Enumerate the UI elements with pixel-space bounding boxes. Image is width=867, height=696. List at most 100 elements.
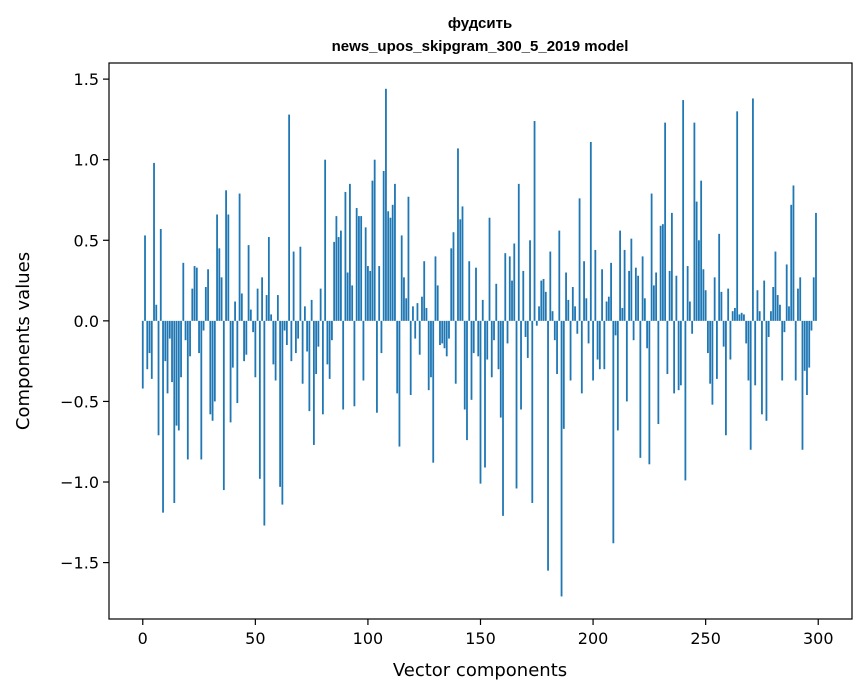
bar-157 [495,283,498,321]
bar-289 [792,185,795,321]
bar-204 [601,269,603,321]
bar-78 [317,320,320,347]
bar-136 [448,320,450,339]
bar-86 [335,216,338,321]
bar-26 [200,320,203,460]
bar-258 [722,320,725,347]
bar-12 [168,320,171,339]
bar-89 [342,320,345,410]
bar-34 [218,248,221,321]
bar-77 [315,320,318,375]
bar-95 [355,208,358,321]
bar-272 [754,320,757,386]
bar-140 [457,148,459,321]
bar-32 [213,320,216,402]
bar-145 [468,261,471,321]
bar-297 [810,320,813,331]
bar-292 [799,277,802,321]
bar-246 [695,201,698,321]
bar-251 [707,320,709,354]
y-tick-label: 0.5 [74,231,99,250]
bar-257 [720,291,723,321]
bar-19 [184,320,187,341]
y-tick-label: −0.5 [60,392,99,411]
bar-3 [148,320,151,354]
bar-6 [155,304,158,321]
bar-94 [353,320,356,407]
bar-36 [222,320,225,491]
bar-101 [369,270,372,321]
bar-278 [767,320,770,337]
bar-41 [234,301,236,321]
bar-232 [664,122,667,321]
bar-88 [340,230,342,321]
bar-164 [511,280,513,321]
bar-92 [349,183,351,321]
bar-20 [186,320,189,460]
bar-75 [310,299,313,321]
bar-70 [299,246,302,321]
bar-296 [808,320,811,368]
bar-9 [162,320,164,513]
bar-62 [281,320,284,505]
bar-84 [331,320,333,341]
bar-179 [544,291,547,321]
bar-160 [502,320,504,516]
bar-121 [414,320,417,339]
bar-76 [312,320,315,445]
bar-5 [153,162,155,321]
bar-206 [605,301,608,321]
bar-18 [182,262,185,321]
bar-29 [207,269,209,321]
bar-256 [718,233,721,321]
bar-213 [621,307,624,321]
bar-233 [666,320,669,375]
bar-180 [547,320,549,571]
x-tick-label: 100 [353,629,384,648]
bar-40 [231,320,234,368]
bar-22 [191,288,194,321]
bar-60 [276,295,279,321]
bar-183 [553,320,556,341]
bar-192 [574,306,576,321]
bar-286 [785,264,788,321]
bar-48 [249,309,252,321]
bar-97 [360,216,363,321]
bar-223 [643,298,646,321]
bar-190 [569,320,572,381]
bar-147 [472,320,475,354]
bar-208 [610,262,612,321]
x-axis-ticks: 0 50 100 150 200 250 300 [138,619,834,648]
bar-216 [628,270,630,321]
y-tick-label: 0.0 [74,312,99,331]
bar-259 [725,320,727,436]
bar-53 [261,277,263,321]
bar-175 [535,320,538,326]
bar-66 [290,320,293,362]
y-tick-label: −1.5 [60,554,99,573]
bar-104 [376,320,378,413]
bar-79 [319,288,322,321]
bar-182 [551,311,554,321]
bar-91 [346,272,349,321]
bar-114 [398,320,401,447]
bar-152 [484,320,486,468]
bar-107 [382,170,385,321]
bar-102 [371,180,374,321]
bar-80 [321,320,324,415]
bar-242 [686,266,689,321]
bar-4 [150,320,153,379]
bar-291 [797,288,799,321]
y-tick-label: −1.0 [60,473,99,492]
x-tick-label: 50 [245,629,265,648]
bar-162 [506,320,509,344]
bar-266 [740,312,743,321]
bar-200 [592,320,594,381]
bar-126 [425,307,428,321]
bar-187 [562,320,565,429]
bar-37 [225,190,227,321]
bar-38 [227,214,230,321]
bar-274 [758,311,761,321]
bar-245 [693,122,696,321]
bar-281 [774,251,777,321]
